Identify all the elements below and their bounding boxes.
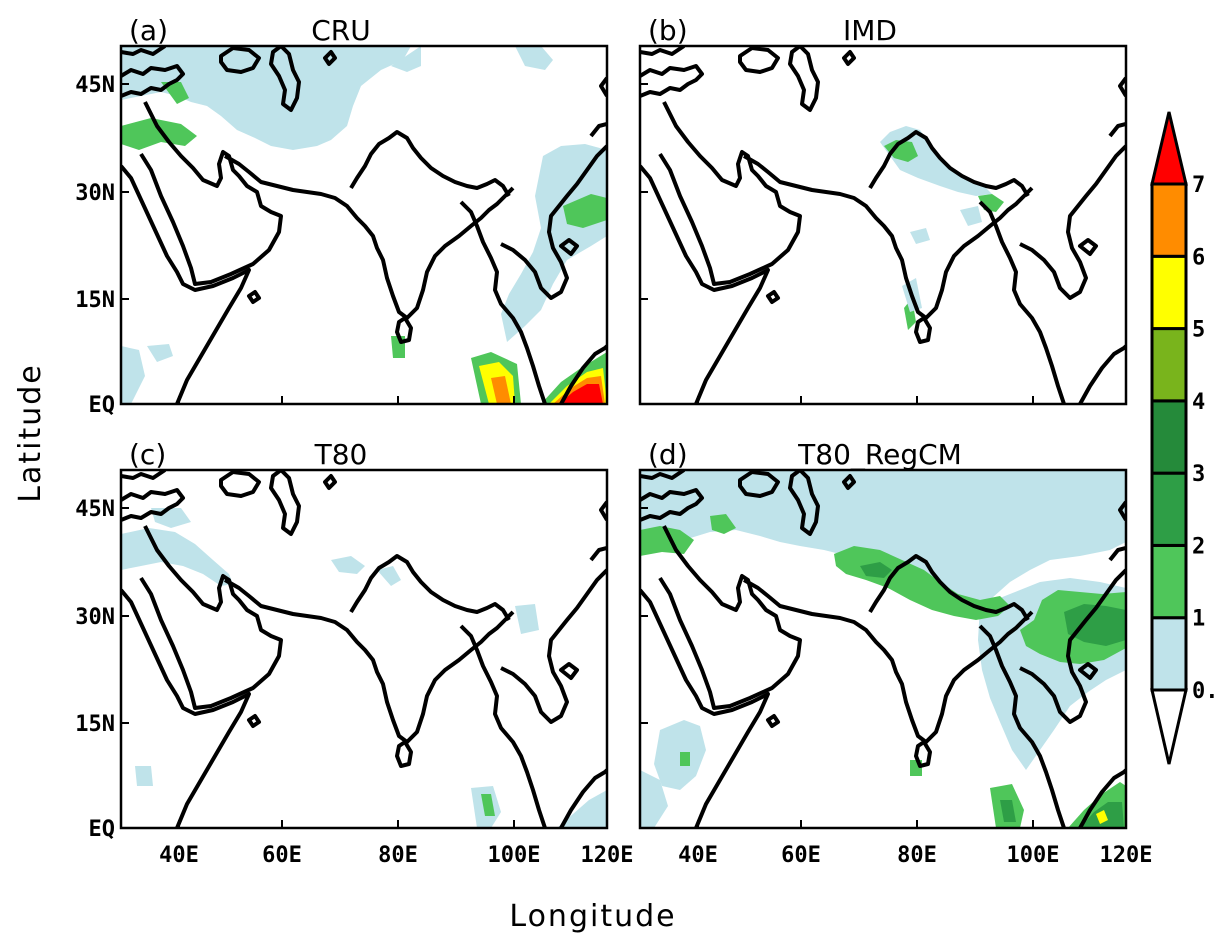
map-panel-1: (a) CRU 45N 30N 15N EQ [75, 14, 609, 418]
contour-fill [680, 752, 690, 766]
contour-fill [501, 144, 607, 342]
panel-title: CRU [311, 14, 371, 47]
lon-tick-label: 40E [678, 843, 718, 868]
panel-tag: (c) [129, 438, 166, 471]
lat-tick-label: 30N [75, 605, 115, 630]
lat-tick-label: EQ [89, 817, 116, 842]
lat-tick-label: EQ [89, 393, 116, 418]
contour-fill [563, 194, 607, 228]
lon-tick-label: 60E [262, 843, 302, 868]
contour-fill [161, 82, 189, 104]
contour-fill [121, 528, 233, 586]
panel-tag: (d) [648, 438, 688, 471]
map-panel-3: (c) T80 45N 30N 15N EQ 40E 60E 80E 100E 120E [75, 438, 633, 868]
contour-fill [391, 46, 421, 72]
panel-frame [638, 44, 1128, 406]
contour-fill [640, 526, 694, 556]
lon-tick-label: 100E [1007, 843, 1060, 868]
contour-fill [515, 46, 553, 70]
contour-fill [135, 766, 153, 786]
lat-tick-label: 45N [75, 497, 115, 522]
colorbar-low-triangle [1150, 688, 1188, 765]
colorbar-high-triangle [1150, 111, 1188, 186]
contour-fill [515, 604, 539, 634]
lon-tick-label: 60E [781, 843, 821, 868]
contour-fill [1000, 800, 1016, 822]
colorbar-tick-label: 4 [1192, 390, 1205, 415]
panel-title: IMD [843, 14, 897, 47]
panel-title: T80_RegCM [797, 438, 962, 471]
lat-tick-label: 45N [75, 73, 115, 98]
lat-tick-label: 30N [75, 181, 115, 206]
contour-fill [710, 514, 736, 534]
panel-title: T80 [314, 438, 368, 471]
contour-fill [481, 794, 495, 816]
colorbar-box [1150, 327, 1188, 403]
colorbar-box [1150, 616, 1188, 692]
contour-fill [147, 344, 173, 362]
colorbar-tick-label: 2 [1192, 534, 1205, 559]
colorbar-tick-label: 7 [1192, 173, 1205, 198]
panel-frame [119, 44, 609, 406]
colorbar-box [1150, 182, 1188, 258]
map-panels: (a) CRU 45N 30N 15N EQ (b) IMD (c) T80 45N 30N 15N EQ… [75, 14, 1152, 868]
panel-frame [638, 468, 1128, 830]
colorbar-box [1150, 254, 1188, 331]
lon-tick-label: 120E [1100, 843, 1153, 868]
colorbar-box [1150, 399, 1188, 475]
y-axis-title: Latitude [13, 363, 48, 502]
colorbar-tick-label: 5 [1192, 318, 1205, 343]
panel-tag: (a) [129, 14, 168, 47]
colorbar-box [1150, 543, 1188, 620]
contour-fill [884, 140, 918, 162]
contour-fill [1096, 810, 1108, 824]
lon-tick-label: 80E [897, 843, 937, 868]
contour-fill [960, 206, 982, 226]
lat-tick-label: 15N [75, 712, 115, 737]
map-panel-2: (b) IMD [638, 14, 1128, 406]
colorbar-box [1150, 471, 1188, 547]
lon-tick-label: 80E [378, 843, 418, 868]
contour-fill [121, 118, 197, 150]
lon-tick-label: 40E [159, 843, 199, 868]
lat-tick-label: 15N [75, 288, 115, 313]
contour-fill [910, 228, 930, 244]
panel-frame [119, 468, 609, 830]
contour-fill [331, 556, 365, 574]
lon-tick-label: 120E [581, 843, 634, 868]
x-axis-title: Longitude [509, 899, 676, 934]
colorbar-tick-label: 3 [1192, 462, 1205, 487]
panel-tag: (b) [648, 14, 688, 47]
contour-fill [860, 562, 892, 578]
map-panel-4: (d) T80_RegCM 40E 60E 80E 100E 120E [638, 438, 1153, 868]
contour-fill [377, 566, 401, 586]
colorbar-tick-label: 6 [1192, 245, 1205, 270]
contour-fill [557, 790, 607, 828]
contour-fill [559, 384, 603, 404]
contour-fill [121, 346, 145, 404]
contour-fill [640, 770, 668, 828]
contour-fill [121, 46, 411, 150]
colorbar-tick-label: 0.5 [1192, 679, 1218, 704]
contour-fill [491, 376, 511, 404]
colorbar-tick-label: 1 [1192, 607, 1205, 632]
lon-tick-label: 100E [488, 843, 541, 868]
colorbar: 0.5 1 2 3 4 5 6 7 [1150, 111, 1218, 765]
contour-fill [640, 470, 1126, 606]
contour-fill [1064, 604, 1126, 646]
